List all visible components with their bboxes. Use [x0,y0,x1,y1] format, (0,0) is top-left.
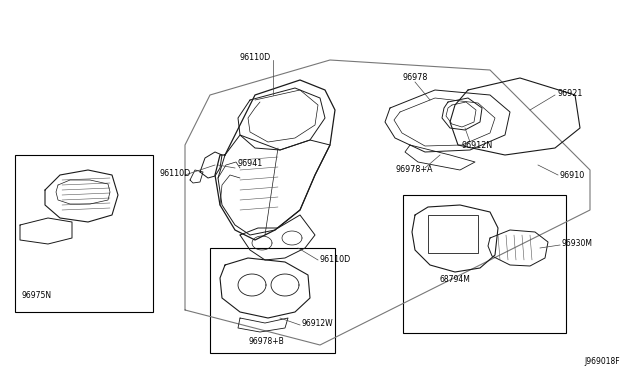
Text: 96978: 96978 [403,74,428,83]
Text: 96912N: 96912N [462,141,493,151]
Text: 96110D: 96110D [320,256,351,264]
Text: 96978+A: 96978+A [395,166,433,174]
Text: 96975N: 96975N [22,291,52,299]
Text: 96921: 96921 [557,89,582,97]
Text: 68794M: 68794M [440,276,471,285]
Text: 96912W: 96912W [302,318,333,327]
Text: 96110D: 96110D [240,52,271,61]
Text: 96978+B: 96978+B [248,337,284,346]
Bar [15,155,153,312]
Text: 96941: 96941 [237,158,262,167]
Text: 96910: 96910 [560,170,585,180]
Text: 96930M: 96930M [562,240,593,248]
Bar [210,248,335,353]
Bar [428,215,478,253]
Bar [403,195,566,333]
Text: 96110D: 96110D [160,169,191,177]
Text: J969018F: J969018F [584,357,620,366]
